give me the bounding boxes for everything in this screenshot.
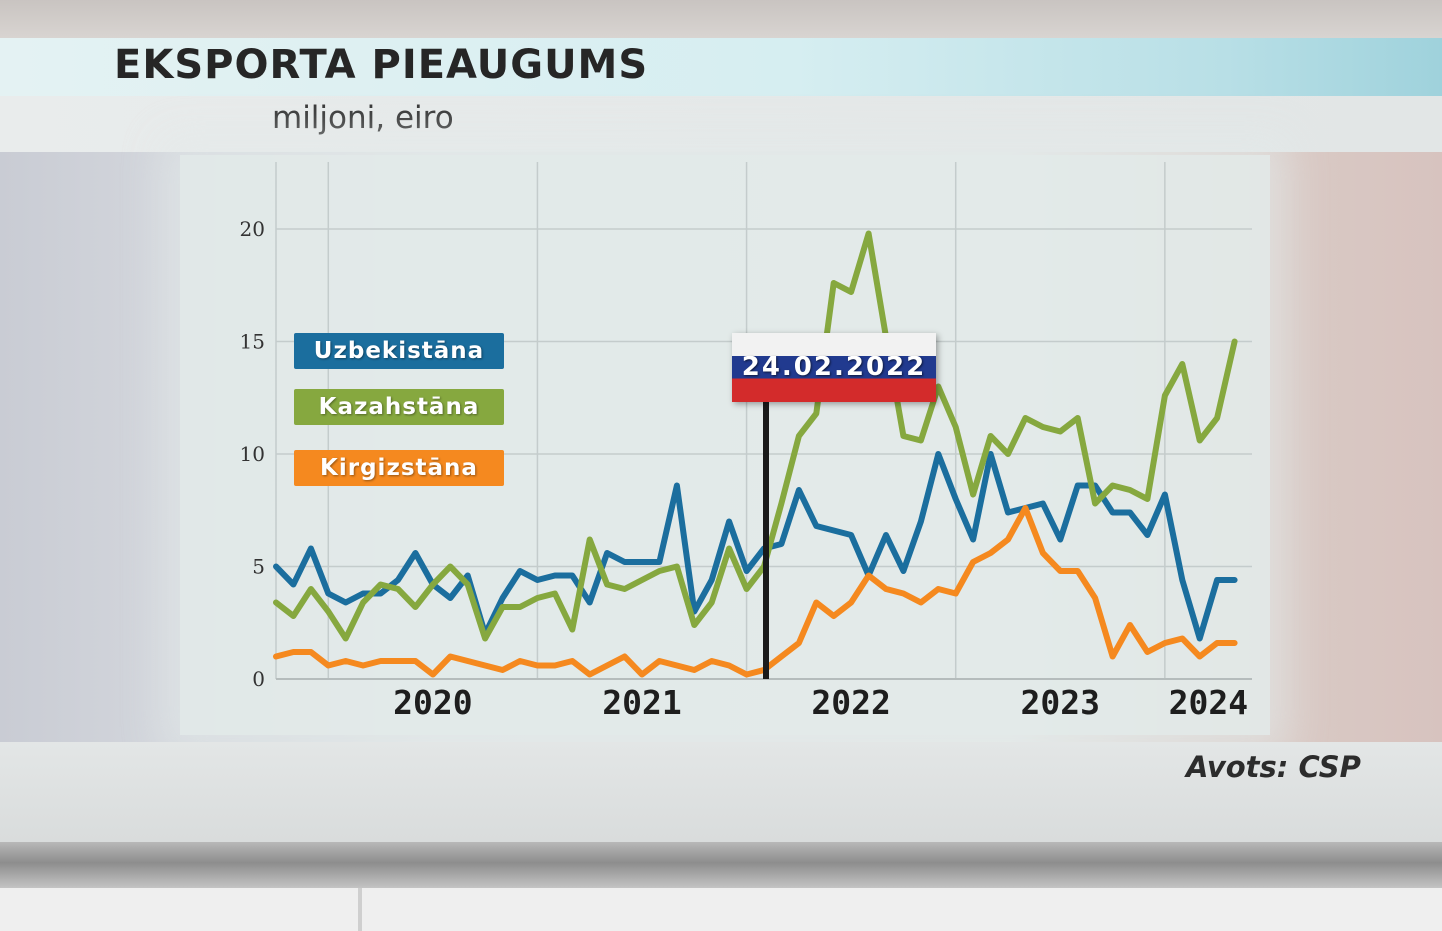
y-tick-15: 15: [240, 330, 265, 354]
source-label: Avots: CSP: [1186, 750, 1361, 784]
marker-date-label: 24.02.2022: [741, 352, 927, 382]
series-line-1: [273, 230, 1238, 642]
legend-label-kazakhstan: Kazahstāna: [318, 394, 480, 420]
x-tick-2023: 2023: [1021, 683, 1100, 722]
lower-band: [0, 742, 1442, 842]
legend-item-uzbekistan: Uzbekistāna: [294, 333, 504, 369]
title-band: [0, 38, 1442, 96]
legend-item-kyrgyzstan: Kirgizstāna: [294, 450, 504, 486]
y-tick-20: 20: [240, 217, 265, 241]
legend-label-uzbekistan: Uzbekistāna: [313, 338, 485, 364]
x-tick-2020: 2020: [393, 683, 472, 722]
floor-divider: [358, 888, 362, 931]
y-tick-10: 10: [240, 442, 265, 466]
x-tick-2022: 2022: [811, 683, 890, 722]
series-line-0: [273, 451, 1238, 642]
chart-panel: [180, 155, 1270, 735]
y-tick-5: 5: [252, 555, 265, 579]
y-tick-labels: 0 5 10 15 20: [240, 217, 265, 691]
chart-title: EKSPORTA PIEAUGUMS: [114, 42, 649, 88]
series-line-2: [273, 505, 1238, 678]
legend-item-kazakhstan: Kazahstāna: [294, 389, 504, 425]
x-tick-2024: 2024: [1169, 683, 1248, 722]
series-layer: [273, 230, 1238, 678]
bottom-stripe: [0, 842, 1442, 888]
legend-label-kyrgyzstan: Kirgizstāna: [320, 455, 478, 481]
top-strip: [0, 0, 1442, 38]
subtitle-band: [0, 96, 1442, 152]
russian-flag-marker: [732, 333, 936, 402]
x-tick-2021: 2021: [602, 683, 681, 722]
y-tick-0: 0: [252, 667, 265, 691]
floor: [0, 888, 1442, 931]
chart-subtitle: miljoni, eiro: [272, 100, 454, 136]
x-tick-labels: 2020 2021 2022 2023 2024: [393, 683, 1248, 722]
